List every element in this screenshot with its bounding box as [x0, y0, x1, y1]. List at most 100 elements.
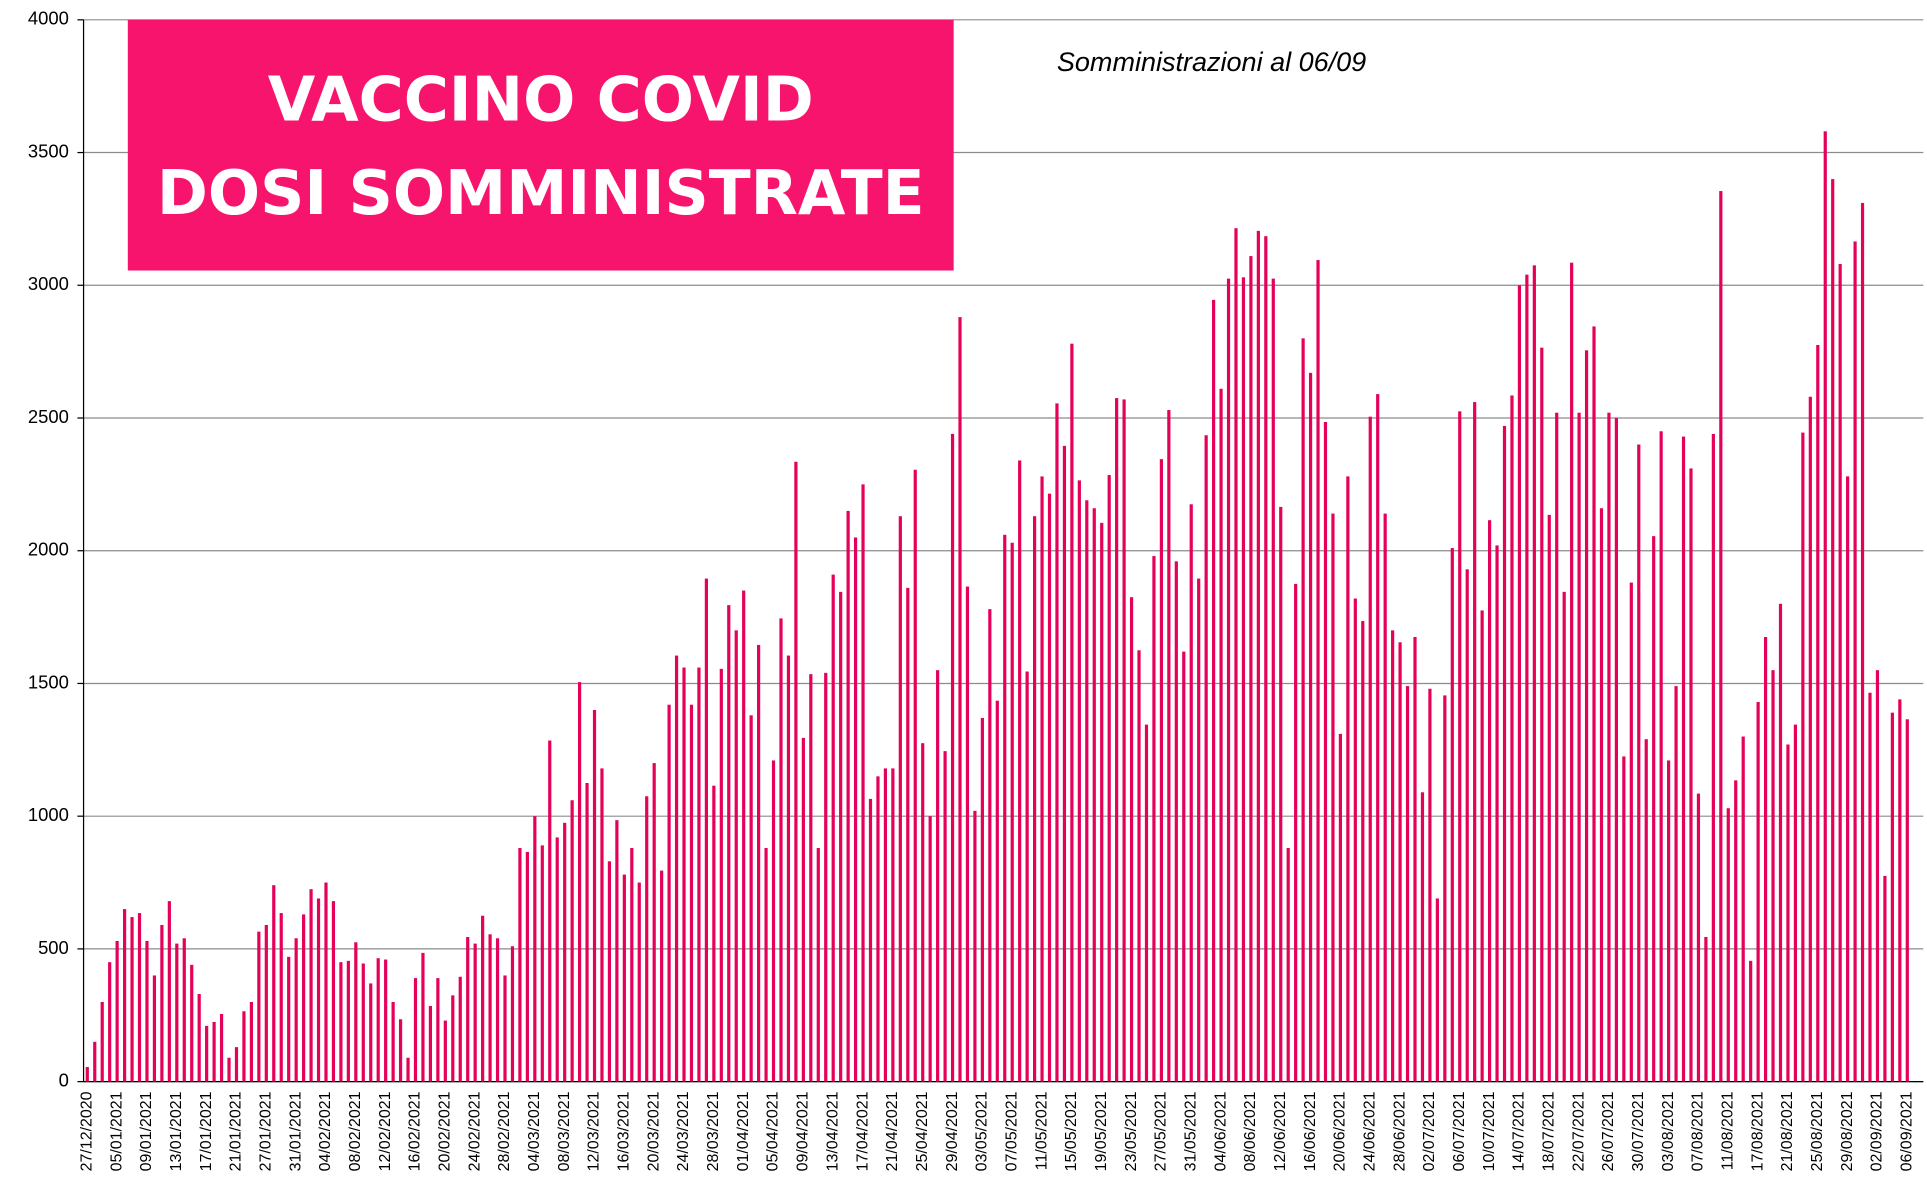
x-tick-label: 13/04/2021: [824, 1091, 841, 1171]
bar: [1301, 338, 1305, 1082]
bar: [667, 704, 671, 1082]
x-tick-label: 11/08/2021: [1719, 1091, 1736, 1170]
x-tick-label: 16/02/2021: [407, 1091, 424, 1171]
bar: [943, 751, 947, 1082]
bar: [1473, 402, 1477, 1082]
bar: [1398, 642, 1402, 1082]
x-tick-label: 27/01/2021: [258, 1091, 275, 1171]
bar: [1003, 534, 1007, 1082]
bar: [853, 537, 858, 1082]
bar: [309, 889, 313, 1082]
bar: [1115, 398, 1119, 1082]
bar: [1219, 388, 1223, 1082]
x-tick-label: 29/04/2021: [944, 1091, 961, 1171]
bar: [1249, 256, 1253, 1082]
bar: [1047, 493, 1052, 1082]
bar: [697, 667, 701, 1082]
bar: [1510, 395, 1514, 1082]
bar: [1667, 760, 1671, 1082]
bar: [137, 913, 142, 1082]
x-tick-label: 12/03/2021: [586, 1091, 603, 1171]
bar: [1793, 724, 1798, 1082]
bar: [1413, 636, 1417, 1082]
x-tick-label: 24/06/2021: [1361, 1091, 1378, 1171]
bar: [1741, 736, 1745, 1082]
bar: [1532, 265, 1536, 1082]
bar: [1614, 418, 1618, 1082]
bar: [1487, 520, 1492, 1082]
x-tick-label: 18/07/2021: [1540, 1091, 1557, 1171]
bar: [1450, 548, 1454, 1082]
bar: [1831, 179, 1835, 1082]
bar: [1868, 692, 1872, 1082]
bar: [1860, 202, 1865, 1082]
x-tick-label: 03/05/2021: [974, 1091, 991, 1171]
bar: [570, 800, 574, 1082]
x-tick-label: 31/05/2021: [1182, 1091, 1199, 1171]
bar: [1286, 848, 1290, 1082]
y-tick-label: 0: [59, 1070, 69, 1091]
bar: [436, 978, 440, 1082]
x-tick-label: 08/03/2021: [556, 1091, 573, 1171]
bar: [786, 655, 791, 1082]
bar: [1853, 241, 1857, 1082]
bar: [1711, 433, 1715, 1082]
x-tick-label: 19/05/2021: [1093, 1091, 1110, 1171]
x-tick-label: 06/09/2021: [1899, 1091, 1916, 1171]
bar: [175, 943, 179, 1082]
bar: [167, 901, 171, 1082]
bar: [764, 848, 768, 1082]
bar: [495, 938, 500, 1082]
bar: [1174, 561, 1178, 1082]
bar: [622, 874, 626, 1082]
bar: [1152, 556, 1156, 1082]
bar: [1838, 264, 1842, 1082]
bar: [302, 914, 306, 1082]
bar: [1570, 262, 1574, 1082]
bar: [1338, 733, 1343, 1082]
bar: [1689, 468, 1693, 1082]
bar: [272, 885, 276, 1082]
bar: [369, 983, 373, 1082]
x-tick-label: 20/02/2021: [437, 1091, 454, 1171]
bar: [652, 763, 656, 1082]
bar: [674, 655, 679, 1082]
bar: [1525, 274, 1529, 1082]
x-tick-label: 17/08/2021: [1749, 1091, 1766, 1171]
y-tick-label: 1000: [28, 804, 69, 825]
bar: [324, 882, 328, 1082]
bar: [1010, 542, 1014, 1082]
bar: [630, 848, 634, 1082]
bar: [1279, 506, 1283, 1082]
x-tick-label: 16/06/2021: [1302, 1091, 1319, 1171]
bar: [1734, 780, 1738, 1082]
bar: [1144, 724, 1149, 1082]
x-tick-label: 20/03/2021: [645, 1091, 662, 1171]
x-tick-label: 02/07/2021: [1421, 1091, 1438, 1171]
bar: [190, 964, 194, 1082]
x-tick-label: 27/05/2021: [1153, 1091, 1170, 1171]
bar: [108, 962, 112, 1082]
bar: [988, 609, 992, 1082]
bar: [995, 700, 999, 1082]
bar: [1719, 191, 1723, 1082]
bar: [742, 590, 746, 1082]
x-tick-label: 27/12/2020: [79, 1091, 96, 1171]
bar: [727, 605, 731, 1082]
bar: [1801, 432, 1805, 1082]
x-tick-label: 20/06/2021: [1332, 1091, 1349, 1171]
bar: [160, 925, 164, 1082]
bar: [868, 798, 873, 1082]
bar: [1212, 299, 1216, 1082]
bar: [1294, 583, 1298, 1082]
bar: [779, 618, 783, 1082]
bar: [1786, 744, 1790, 1082]
bar: [950, 433, 955, 1082]
x-tick-label: 28/03/2021: [705, 1091, 722, 1171]
x-tick-label: 04/06/2021: [1212, 1091, 1229, 1171]
x-tick-label: 10/07/2021: [1481, 1091, 1498, 1171]
bar: [219, 1013, 224, 1082]
bar: [1234, 228, 1238, 1082]
bar: [287, 956, 291, 1082]
bar: [801, 737, 805, 1082]
